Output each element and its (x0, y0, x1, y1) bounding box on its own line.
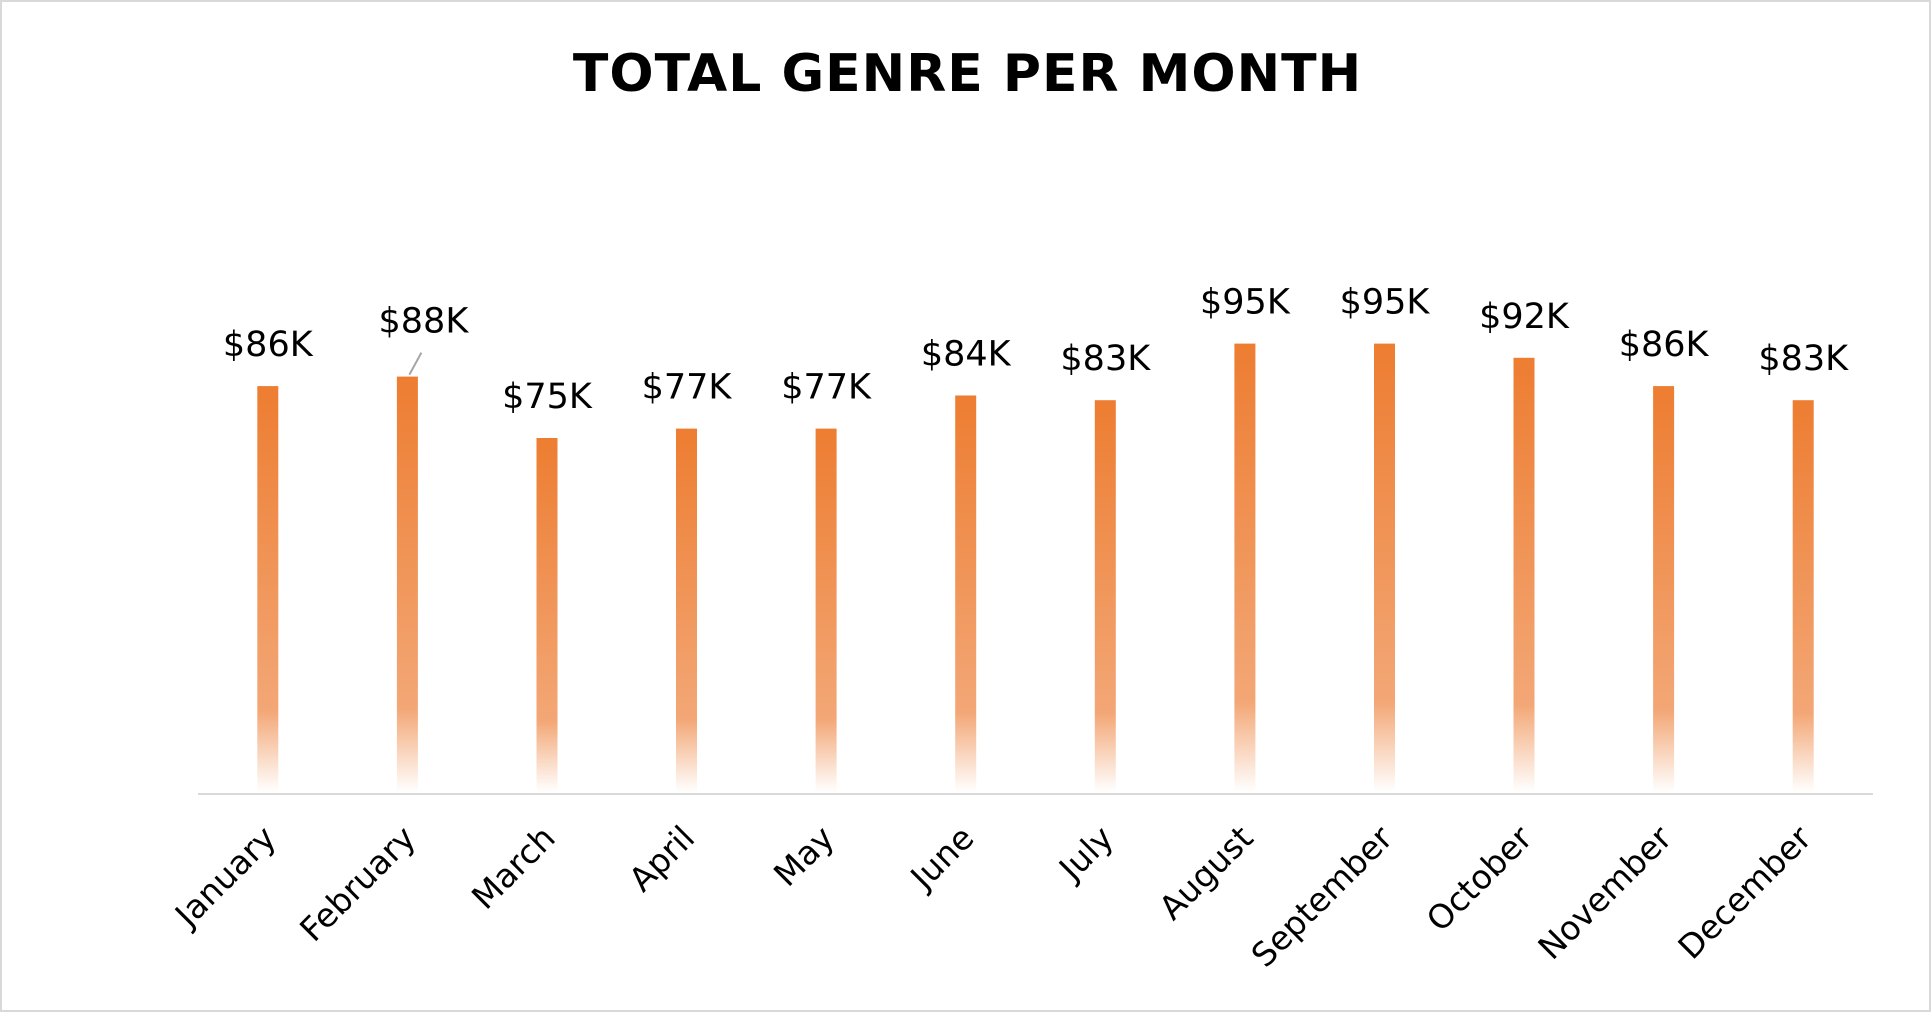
chart-title: TOTAL GENRE PER MONTH (572, 44, 1363, 104)
x-tick-label-november: November (1530, 818, 1679, 967)
x-tick-label-september: September (1244, 818, 1401, 975)
bar-december (1792, 400, 1814, 792)
bar-july (1094, 400, 1116, 792)
data-label-april: $77K (642, 368, 733, 408)
data-labels-group: $86K $88K $75K $77K $77K $84K $83K $95K $95K $92K… (223, 283, 1849, 417)
bar-april (676, 428, 697, 792)
data-label-november: $86K (1619, 325, 1710, 365)
bar-november (1653, 386, 1675, 792)
bar-march (536, 438, 558, 792)
x-tick-label-may: May (766, 818, 842, 894)
x-tick-label-april: April (621, 818, 702, 899)
data-label-october: $92K (1479, 297, 1570, 337)
data-label-february: $88K (379, 302, 470, 342)
bar-october (1513, 357, 1535, 792)
data-label-january: $86K (223, 325, 314, 365)
bar-january (257, 386, 279, 792)
data-label-may: $77K (781, 368, 872, 408)
x-tick-label-july: July (1050, 818, 1121, 889)
data-label-august: $95K (1200, 283, 1291, 323)
x-tick-labels-group: January February March April May June July Augu… (166, 818, 1819, 975)
x-tick-label-december: December (1670, 818, 1819, 967)
bar-august (1234, 343, 1256, 792)
data-label-december: $83K (1758, 339, 1849, 379)
bar-may (815, 428, 837, 792)
data-label-leader-line (408, 352, 423, 376)
data-label-june: $84K (921, 335, 1012, 375)
x-tick-label-august: August (1151, 818, 1260, 927)
x-tick-label-february: February (292, 818, 423, 949)
x-tick-label-october: October (1419, 818, 1540, 939)
x-tick-label-june: June (902, 818, 982, 898)
data-label-september: $95K (1340, 283, 1431, 323)
bar-june (955, 395, 977, 792)
data-label-march: $75K (502, 377, 593, 417)
bars-group (257, 343, 1814, 792)
bar-september (1374, 343, 1395, 792)
x-tick-label-march: March (464, 818, 563, 917)
x-tick-label-january: January (166, 818, 283, 935)
bar-february (396, 376, 418, 792)
data-label-july: $83K (1060, 339, 1151, 379)
